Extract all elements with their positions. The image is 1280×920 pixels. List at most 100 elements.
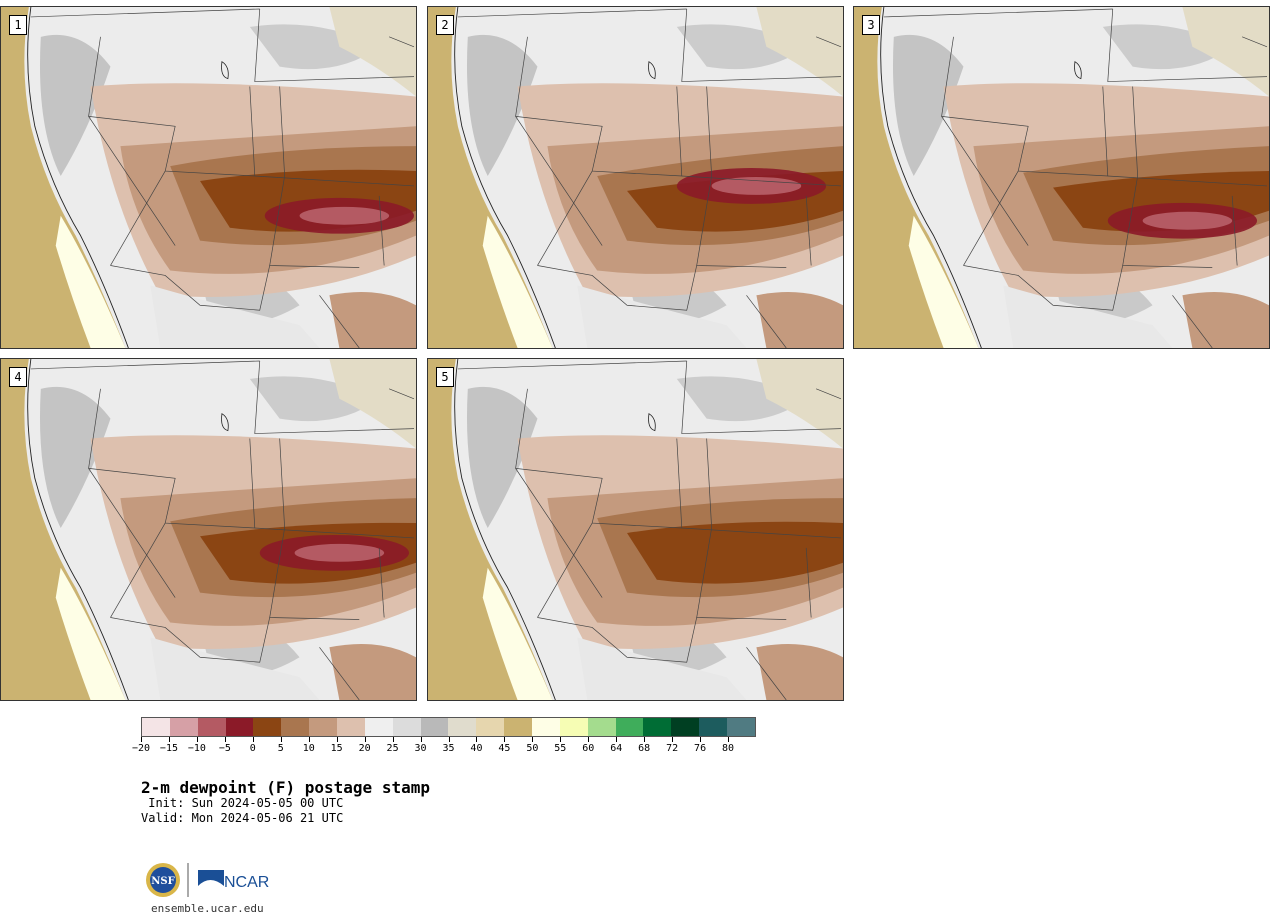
coastline	[27, 359, 129, 700]
colorbar-tick-label: 15	[330, 743, 343, 754]
colorbar-swatch	[504, 718, 533, 736]
coast-moist	[482, 567, 553, 700]
humid-region	[756, 7, 843, 97]
coastline	[454, 359, 556, 700]
state-border	[378, 547, 385, 618]
state-border	[110, 617, 271, 663]
state-border	[457, 8, 687, 18]
colorbar-tick-label: 80	[722, 743, 735, 754]
extreme-dry-core	[711, 177, 802, 195]
colorbar-swatch	[169, 718, 198, 736]
panel-number-5: 5	[436, 367, 454, 387]
colorbar-tick-label: 45	[498, 743, 511, 754]
state-border	[254, 360, 415, 434]
stamp-panel-5: 5	[427, 358, 844, 701]
colorbar-tick	[196, 737, 198, 742]
state-border	[1172, 295, 1213, 348]
state-border	[378, 195, 385, 266]
extreme-dry-core	[294, 543, 385, 562]
colorbar-swatch	[225, 718, 254, 736]
colorbar-tick	[560, 737, 562, 742]
colorbar-tick	[420, 737, 422, 742]
colorbar-tick	[252, 737, 254, 742]
panel-number-3: 3	[862, 15, 880, 35]
state-border	[805, 195, 812, 266]
colorbar-ticks: −20 −15 −10 −5 0 5 10 15 20 25 30 35 40 45 50 55 60 64 68 7…	[132, 737, 756, 757]
state-border	[1231, 195, 1238, 266]
dewpoint-map-4	[1, 359, 416, 700]
south-region	[150, 637, 320, 700]
south-region	[150, 285, 320, 348]
colorbar-swatch	[532, 718, 560, 736]
lake-outline	[1074, 61, 1082, 80]
ocean	[1, 359, 126, 700]
state-border	[805, 547, 812, 618]
colorbar-tick-label: 60	[582, 743, 595, 754]
dewpoint-map-3	[854, 7, 1269, 348]
state-border	[1242, 36, 1268, 48]
ncar-logo-text: NCAR	[224, 874, 269, 891]
colorbar-tick-label: −20	[131, 743, 151, 754]
colorbar-tick	[532, 737, 534, 742]
colorbar-tick	[168, 737, 170, 742]
colorbar-tick-label: 30	[414, 743, 427, 754]
ncar-logo-icon: NCAR	[198, 870, 269, 891]
stamp-panel-1: 1	[0, 6, 417, 349]
state-border	[254, 527, 415, 539]
colorbar-swatch	[420, 718, 449, 736]
state-border	[110, 265, 271, 311]
state-border	[319, 295, 360, 348]
state-border	[319, 647, 360, 700]
lake-outline	[221, 61, 229, 80]
state-border	[816, 36, 842, 48]
colorbar-tick-label: 35	[442, 743, 455, 754]
state-border	[963, 265, 1124, 311]
colorbar-tick	[336, 737, 338, 742]
panel-number-1: 1	[9, 15, 27, 35]
state-border	[1107, 175, 1268, 187]
dewpoint-map-5	[428, 359, 843, 700]
colorbar-swatch	[364, 718, 393, 736]
state-border	[269, 86, 360, 268]
plot-title: 2-m dewpoint (F) postage stamp	[141, 778, 430, 797]
state-border	[254, 8, 415, 82]
humid-region	[329, 359, 416, 449]
state-border	[110, 522, 166, 618]
state-border	[963, 170, 1019, 266]
colorbar-tick-label: 20	[358, 743, 371, 754]
colorbar-swatch	[671, 718, 700, 736]
state-border	[30, 360, 260, 370]
colorbar-tick-label: −5	[218, 743, 231, 754]
dry-band-core	[627, 521, 843, 584]
colorbar-swatch	[615, 718, 644, 736]
colorbar-swatch	[476, 718, 505, 736]
colorbar-tick-label: 64	[610, 743, 623, 754]
colorbar-swatch	[197, 718, 226, 736]
colorbar-tick-label: 55	[554, 743, 567, 754]
site-url: ensemble.ucar.edu	[151, 902, 264, 915]
stamp-panel-2: 2	[427, 6, 844, 349]
colorbar-tick	[476, 737, 478, 742]
humid-region	[756, 359, 843, 449]
state-border	[816, 388, 842, 400]
colorbar-swatch	[559, 718, 588, 736]
colorbar-swatch	[643, 718, 672, 736]
colorbar-tick	[504, 737, 506, 742]
coast-moist	[482, 215, 553, 348]
logos: NSF NCAR	[146, 863, 269, 897]
colorbar-swatch	[587, 718, 616, 736]
colorbar-tick	[308, 737, 310, 742]
panel-number-4: 4	[9, 367, 27, 387]
state-border	[1107, 8, 1268, 82]
colorbar-tick	[728, 737, 730, 742]
state-border	[681, 527, 842, 539]
state-border	[681, 175, 842, 187]
ocean	[428, 359, 553, 700]
colorbar-tick-label: 72	[666, 743, 679, 754]
colorbar-tick-label: 5	[277, 743, 284, 754]
colorbar-tick	[280, 737, 282, 742]
southeast-dry	[1182, 291, 1269, 348]
colorbar-swatch	[727, 718, 755, 736]
coast-moist	[908, 215, 979, 348]
terrain-patch	[466, 34, 538, 177]
